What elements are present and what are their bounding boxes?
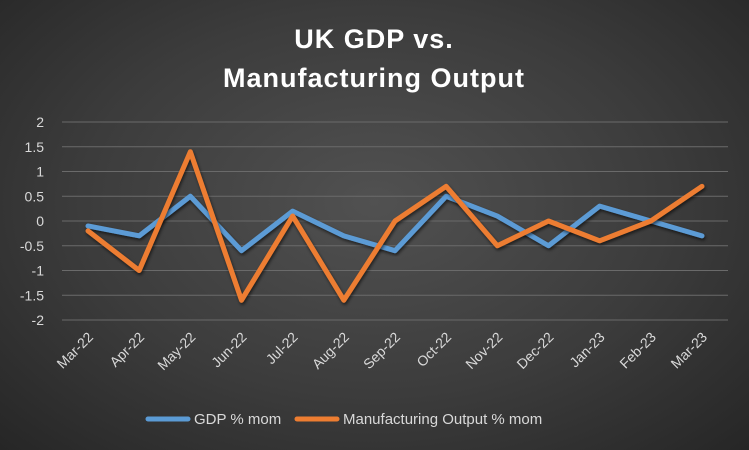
x-tick-label: Jul-22 [263, 329, 301, 367]
x-tick-label: Aug-22 [309, 329, 352, 372]
legend-label: GDP % mom [194, 411, 281, 428]
x-tick-label: Sep-22 [360, 329, 403, 372]
y-tick-label: -1.5 [20, 287, 44, 303]
x-tick-label: Jun-22 [208, 329, 250, 371]
legend-label: Manufacturing Output % mom [343, 411, 542, 428]
x-tick-label: Apr-22 [106, 329, 147, 370]
y-tick-label: 1.5 [25, 139, 45, 155]
x-tick-label: Dec-22 [513, 329, 556, 372]
x-tick-label: Feb-23 [616, 329, 659, 372]
x-tick-label: May-22 [154, 329, 198, 373]
chart-title-line-2: Manufacturing Output [223, 63, 525, 93]
x-tick-label: Jan-23 [566, 329, 608, 371]
series-line-manufacturing [85, 149, 705, 303]
y-tick-label: -0.5 [20, 238, 44, 254]
chart-title-line-1: UK GDP vs. [294, 24, 454, 54]
y-tick-label: 1 [36, 164, 44, 180]
x-tick-label: Oct-22 [413, 329, 454, 370]
x-tick-label: Mar-23 [667, 329, 710, 372]
x-tick-label: Nov-22 [462, 329, 505, 372]
y-tick-label: 0 [36, 213, 44, 229]
y-tick-label: -1 [32, 263, 45, 279]
y-tick-label: 0.5 [25, 188, 45, 204]
x-tick-label: Mar-22 [53, 329, 96, 372]
y-tick-label: -2 [32, 312, 45, 328]
y-tick-label: 2 [36, 114, 44, 130]
